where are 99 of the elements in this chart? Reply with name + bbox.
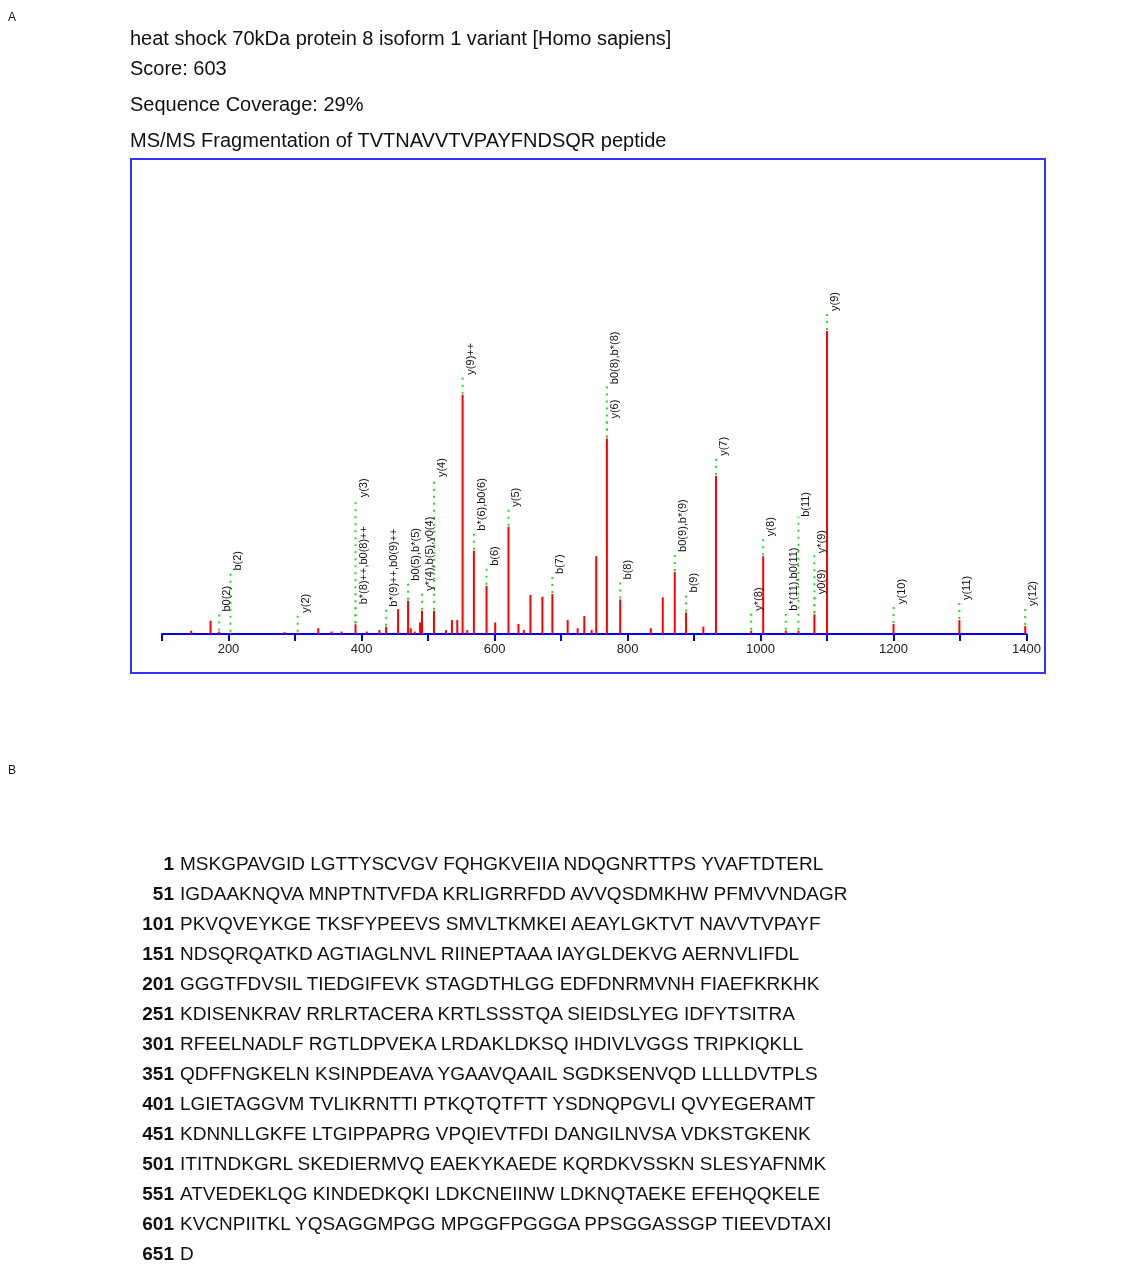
annotation: b*(9)++,b0(9)++ [387,528,400,607]
bar [685,612,688,634]
annotation: y(2) [298,593,311,613]
annotation: y*(9) [815,530,828,554]
annotation: b(2) [231,551,244,571]
annotation: b*(11),b0(11) [786,547,799,611]
annotation: y(7) [716,436,729,456]
bar [826,331,829,634]
annotation: y(6) [607,399,620,419]
bar [762,556,765,634]
annotation: y*(8) [752,587,765,611]
bar [461,394,464,634]
bar [522,630,525,634]
text: 151 NDSQRQATKD AGTIAGLNVL RIINEPTAAA IAYGLDEKVG AERNVLIFDL [141,942,800,966]
annotation: b*(6),b0(6) [474,478,487,531]
text: 501 ITITNDKGRL SKEDIERMVQ EAEKYKAEDE KQRDKVSSKN SLESYAFNMK [141,1152,827,1176]
x-tick-label: 800 [616,641,639,656]
annotation: y(9) [828,292,841,311]
x-tick-label: 1200 [879,641,908,656]
text: 351 QDFFNGKELN KSINPDEAVA YGAAVQAAIL SGDKSENVQD LLLLDVTPLS [141,1062,818,1086]
bar [466,630,469,634]
bar [407,600,410,634]
text: Sequence Coverage: 29% [130,92,365,117]
annotation: y0(9) [815,569,828,595]
bar [605,438,608,634]
bar [892,624,895,634]
annotation: b(11) [799,491,812,517]
annotation: b(7) [553,554,566,574]
text: B [8,763,17,777]
bar [529,594,532,634]
annotation: b0(8),b*(8) [607,331,620,385]
bar [421,610,424,634]
annotation: y(8) [764,517,777,537]
bar [702,626,705,634]
x-tick-label: 600 [483,641,506,656]
text: 451 KDNNLLGKFE LTGIPPAPRG VPQIEVTFDI DANGILNVSA VDKSTGKENK [141,1122,811,1146]
bar [507,526,510,634]
annotation: y*(4),b(5),y0(4) [423,516,436,591]
x-tick-label: 400 [350,641,373,656]
bar [378,630,381,634]
annotation: b(6) [487,546,500,566]
text: 401 LGIETAGGVM TVLIKRNTTI PTKQTQTFTT YSDNQPGVLI QVYEGERAMT [141,1092,816,1116]
annotation: b(9) [687,572,700,593]
bar [619,599,622,634]
annotation: y(11) [960,575,973,601]
bar [1024,626,1027,634]
x-tick-label: 1000 [746,641,775,656]
bar [494,622,497,634]
text: 651 D [141,1242,194,1266]
annotation: y(3) [356,478,369,498]
annotation: b0(5),b*(5) [409,528,422,581]
bar [583,616,586,634]
annotation: b(8) [621,559,634,580]
bar [590,630,593,634]
annotation: b0(9),b*(9) [675,499,688,552]
annotation: y(10) [894,578,907,604]
chart-title: heat shock 70kDa protein 8 isoform 1 variant [Homo sapiens] [130,26,673,51]
text: 201 GGGTFDVSIL TIEDGIFEVK STAGDTHLGG EDFDNRMVNH FIAEFKRKHK [141,972,820,996]
text: 601 KVCNPIITKL YQSAGGMPGG MPGGFPGGGA PPSGGASSGP TIEEVDTAXI [141,1212,832,1236]
bar [397,609,400,634]
bar [209,620,212,634]
bar [385,626,388,634]
text: 101 PKVQVEYKGE TKSFYPEEVS SMVLTKMKEI AEAYLGKTVT NAVVTVPAYF [141,912,821,936]
annotation: y(12) [1026,581,1039,607]
bar [541,596,544,634]
bar [576,628,579,634]
bar [566,620,569,634]
bar [673,571,676,634]
annotation: y(9)++ [463,342,476,375]
annotation: y(5) [509,487,522,507]
bar [551,594,554,634]
text: 51 IGDAAKNQVA MNPTNTVFDA KRLIGRRFDD AVVQSDMKHW PFMVVNDAGR [151,882,848,906]
text: Score: 603 [130,56,228,81]
bar [661,597,664,634]
bar [958,620,961,634]
text: MS/MS Fragmentation of TVTNAVVTVPAYFNDSQR peptide [130,128,668,153]
annotation: b0(2) [220,585,233,612]
bar [317,628,320,634]
bar [450,620,453,634]
bar [595,556,598,634]
text: 551 ATVEDEKLQG KINDEDKQKI LDKCNEIINW LDKNQTAEKE EFEHQQKELE [141,1182,821,1206]
x-tick-label: 1400 [1012,641,1041,656]
text: 1 MSKGPAVGID LGTTYSCVGV FQHGKVEIIA NDQGNRTTPS YVAFTDTERL [162,852,824,876]
x-tick-label: 200 [217,641,240,656]
bar [433,610,435,634]
bar [472,550,475,634]
bar [714,475,717,634]
text: 251 KDISENKRAV RRLRTACERA KRTLSSSTQA SIEIDSLYEG IDFYTSITRA [141,1002,795,1026]
bar [649,628,652,634]
bar [354,624,357,634]
bar [517,624,520,634]
bar [456,620,459,634]
annotation: b*(8)++,b0(8)++ [356,526,369,605]
text: A [8,10,17,24]
bar [485,585,488,634]
text: 301 RFEELNADLF RGTLDPVEKA LRDAKLDKSQ IHDIVLVGGS TRIPKIQKLL [141,1032,804,1056]
annotation: y(4) [435,458,447,478]
bar [813,614,816,634]
bar [444,630,447,634]
